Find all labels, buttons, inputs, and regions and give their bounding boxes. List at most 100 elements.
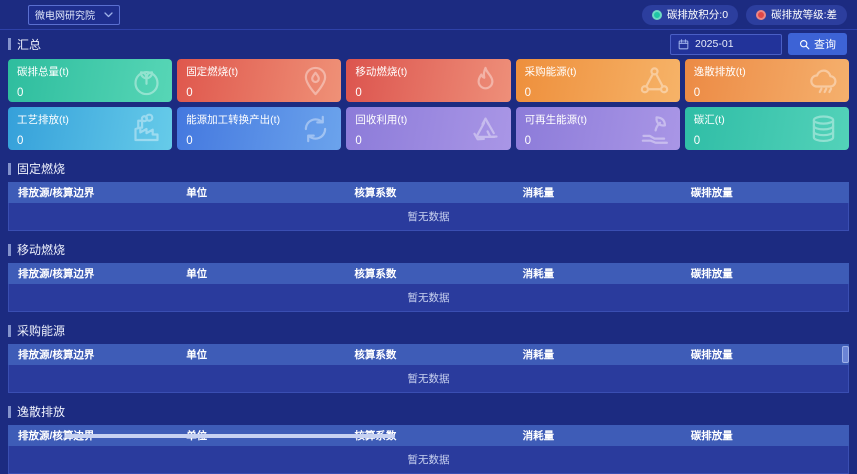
search-icon [799, 39, 810, 50]
column-header: 核算系数 [354, 187, 397, 199]
column-header: 单位 [186, 268, 208, 280]
summary-card: 碳排总量(t) 0 [8, 59, 173, 102]
column-header: 排放源/核算边界 [18, 268, 95, 280]
title-accent-bar [8, 162, 11, 175]
section-title-label: 移动燃烧 [17, 243, 66, 257]
card-title: 固定燃烧(t) [186, 66, 239, 78]
query-button-label: 查询 [814, 39, 836, 51]
cycle-arrows-icon [299, 112, 332, 145]
calendar-icon [678, 38, 689, 50]
cloud-rain-icon [807, 64, 840, 97]
recycle-icon [469, 112, 502, 145]
card-value: 0 [524, 87, 531, 99]
column-header: 核算系数 [354, 268, 397, 280]
column-header: 排放源/核算边界 [18, 349, 95, 361]
card-value: 0 [355, 135, 362, 147]
carbon-grade-button[interactable]: 碳排放等级:差 [746, 4, 847, 25]
no-data-text: 暂无数据 [407, 211, 450, 223]
query-button[interactable]: 查询 [788, 33, 847, 55]
card-value: 0 [524, 135, 531, 147]
kpi-cards-grid: 碳排总量(t) 0 固定燃烧(t) 0 移动燃烧(t) 0 采购能源(t) 0 … [8, 59, 849, 150]
section-purchased-energy: 采购能源 排放源/核算边界 单位 核算系数 消耗量 碳排放量 暂无数据 [8, 322, 849, 393]
section-title: 固定燃烧 [8, 160, 849, 177]
summary-card: 能源加工转换产出(t) 0 [177, 107, 342, 150]
column-header: 碳排放量 [690, 187, 733, 199]
carbon-score-button[interactable]: 碳排放积分:0 [641, 4, 739, 25]
summary-section-title: 汇总 [8, 36, 41, 53]
data-table: 排放源/核算边界 单位 核算系数 消耗量 碳排放量 暂无数据 [8, 344, 849, 393]
column-header: 排放源/核算边界 [18, 430, 95, 442]
no-data-text: 暂无数据 [407, 454, 450, 466]
summary-card: 固定燃烧(t) 0 [177, 59, 342, 102]
card-title: 回收利用(t) [355, 114, 408, 126]
carbon-sink-icon [807, 112, 840, 145]
chevron-down-icon [104, 11, 113, 18]
empty-table-body: 暂无数据 [8, 284, 849, 312]
column-header: 碳排放量 [690, 430, 733, 442]
card-title: 碳排总量(t) [17, 66, 69, 78]
topbar: 微电网研究院 碳排放积分:0 碳排放等级:差 [0, 0, 857, 30]
summary-card: 可再生能源(t) 0 [515, 107, 680, 150]
grade-dot-icon [756, 9, 767, 20]
data-table: 排放源/核算边界 单位 核算系数 消耗量 碳排放量 暂无数据 [8, 182, 849, 231]
section-fugitive-emissions: 逸散排放 排放源/核算边界 单位 核算系数 消耗量 碳排放量 暂无数据 [8, 403, 849, 474]
section-title-label: 固定燃烧 [17, 162, 66, 176]
card-title: 逸散排放(t) [693, 66, 746, 78]
summary-card: 工艺排放(t) 0 [8, 107, 173, 150]
card-title: 工艺排放(t) [17, 114, 69, 126]
summary-card: 碳汇(t) 0 [684, 107, 849, 150]
column-header: 消耗量 [522, 349, 555, 361]
pin-flame-icon [299, 64, 332, 97]
section-title-label: 采购能源 [17, 324, 66, 338]
table-header-row: 排放源/核算边界 单位 核算系数 消耗量 碳排放量 [8, 182, 849, 203]
table-scrollbar-thumb[interactable] [842, 346, 849, 363]
title-accent-bar [8, 324, 11, 337]
card-title: 采购能源(t) [524, 66, 577, 78]
card-title: 能源加工转换产出(t) [186, 114, 281, 126]
card-value: 0 [17, 87, 24, 99]
section-title-label: 逸散排放 [17, 405, 66, 419]
month-picker-value: 2025-01 [695, 38, 734, 50]
hand-leaf-icon [638, 112, 671, 145]
card-title: 移动燃烧(t) [355, 66, 408, 78]
empty-table-body: 暂无数据 [8, 203, 849, 231]
summary-card: 采购能源(t) 0 [515, 59, 680, 102]
summary-controls: 2025-01 查询 [670, 33, 847, 55]
table-header-row: 排放源/核算边界 单位 核算系数 消耗量 碳排放量 [8, 263, 849, 284]
column-header: 消耗量 [522, 187, 555, 199]
summary-bar: 汇总 2025-01 查询 [0, 30, 857, 58]
card-title: 可再生能源(t) [524, 114, 588, 126]
org-selector[interactable]: 微电网研究院 [28, 4, 120, 25]
empty-table-body: 暂无数据 [8, 365, 849, 393]
column-header: 单位 [186, 187, 208, 199]
title-accent-bar [8, 38, 11, 50]
card-value: 0 [186, 135, 193, 147]
column-header: 消耗量 [522, 268, 555, 280]
network-recycle-icon [638, 64, 671, 97]
factory-icon [130, 112, 163, 145]
summary-card: 回收利用(t) 0 [346, 107, 511, 150]
score-dot-icon [651, 9, 662, 20]
section-title: 采购能源 [8, 322, 849, 339]
flame-icon [469, 64, 502, 97]
section-fixed-combustion: 固定燃烧 排放源/核算边界 单位 核算系数 消耗量 碳排放量 暂无数据 [8, 160, 849, 231]
data-table: 排放源/核算边界 单位 核算系数 消耗量 碳排放量 暂无数据 [8, 263, 849, 312]
card-value: 0 [355, 87, 362, 99]
data-table: 排放源/核算边界 单位 核算系数 消耗量 碳排放量 暂无数据 [8, 425, 849, 474]
column-header: 碳排放量 [690, 268, 733, 280]
card-value: 0 [693, 87, 701, 99]
target-plant-icon [130, 64, 163, 97]
org-selector-value: 微电网研究院 [35, 11, 95, 22]
horizontal-scrollbar[interactable] [65, 434, 395, 438]
column-header: 核算系数 [354, 349, 397, 361]
topbar-actions: 碳排放积分:0 碳排放等级:差 [641, 4, 847, 25]
title-accent-bar [8, 405, 11, 418]
section-mobile-combustion: 移动燃烧 排放源/核算边界 单位 核算系数 消耗量 碳排放量 暂无数据 [8, 241, 849, 312]
title-accent-bar [8, 243, 11, 256]
carbon-score-label: 碳排放积分:0 [666, 9, 729, 21]
summary-title-label: 汇总 [17, 37, 42, 52]
card-value: 0 [17, 135, 24, 147]
empty-table-body: 暂无数据 [8, 446, 849, 474]
month-picker[interactable]: 2025-01 [670, 33, 782, 55]
